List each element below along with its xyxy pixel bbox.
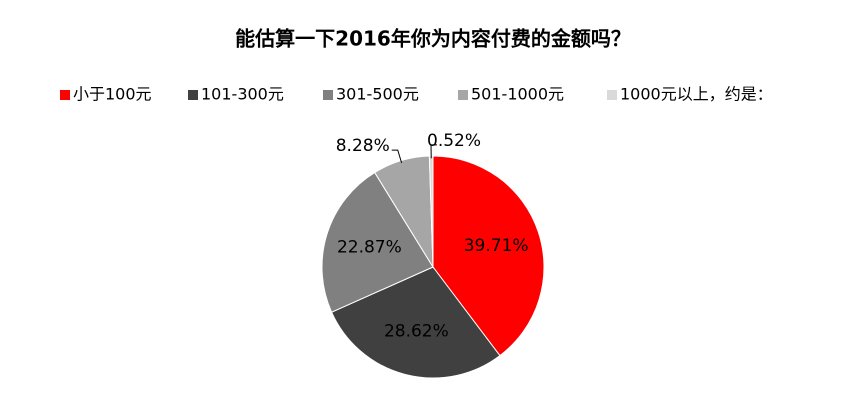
leader-line [430, 144, 438, 159]
legend-swatch [188, 90, 198, 100]
pie-slice [321, 171, 434, 313]
pie-slice [432, 155, 545, 357]
legend-swatch [458, 90, 468, 100]
leader-line [391, 149, 403, 163]
value-label: 0.52% [427, 131, 481, 151]
value-label: 39.71% [464, 236, 529, 256]
legend-label: 101-300元 [201, 85, 284, 104]
value-label: 28.62% [384, 321, 449, 341]
legend-swatch [607, 90, 617, 100]
legend-label: 1000元以上，约是： [620, 85, 773, 104]
value-label: 8.28% [336, 136, 390, 156]
legend-swatch [323, 90, 333, 100]
legend-label: 501-1000元 [471, 85, 564, 104]
pie-slice [330, 266, 501, 379]
value-label: 22.87% [337, 237, 402, 257]
legend-label: 小于100元 [73, 85, 152, 104]
legend-swatch [60, 90, 70, 100]
legend-label: 301-500元 [336, 85, 419, 104]
chart-title: 能估算一下2016年你为内容付费的金额吗？ [235, 27, 631, 51]
